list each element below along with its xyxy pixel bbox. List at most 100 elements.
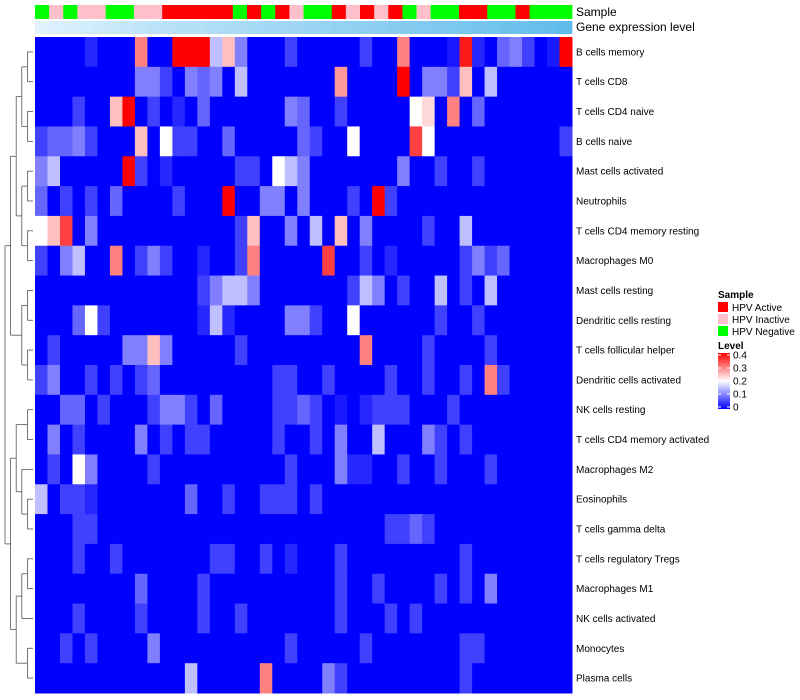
heatmap-cell xyxy=(259,335,273,366)
heatmap-cell xyxy=(297,424,311,455)
heatmap-cell xyxy=(197,186,211,217)
heatmap-cell xyxy=(384,573,398,605)
heatmap-cell xyxy=(197,365,211,396)
heatmap-cell xyxy=(97,365,111,396)
heatmap-cell xyxy=(397,365,411,396)
heatmap-cell xyxy=(47,126,61,157)
heatmap-cell xyxy=(559,245,573,277)
heatmap-cell xyxy=(222,126,236,157)
heatmap-cell xyxy=(334,603,348,634)
heatmap-cell xyxy=(347,305,361,336)
heatmap-cell xyxy=(384,186,398,217)
heatmap-cell xyxy=(309,126,323,157)
heatmap-cell xyxy=(422,394,436,426)
heatmap-cell xyxy=(509,186,523,217)
heatmap-cell xyxy=(147,96,161,127)
heatmap-cell xyxy=(322,66,336,98)
heatmap-cell xyxy=(159,335,173,366)
level-tick-label: 0 xyxy=(733,403,739,414)
heatmap-cell xyxy=(97,66,111,98)
heatmap-cell xyxy=(147,66,161,98)
row-label: B cells naive xyxy=(576,137,633,148)
heatmap-cell xyxy=(222,37,236,68)
heatmap-cell xyxy=(372,245,386,277)
heatmap-cell xyxy=(184,514,198,545)
heatmap-cell xyxy=(497,335,511,366)
heatmap-cell xyxy=(434,245,448,277)
heatmap-cell xyxy=(72,394,86,426)
sample-annotation-cell xyxy=(444,5,460,19)
heatmap-cell xyxy=(359,96,373,127)
level-legend-title: Level xyxy=(718,341,744,352)
heatmap-cell xyxy=(322,156,336,187)
heatmap-cell xyxy=(422,633,436,664)
heatmap-cell xyxy=(559,66,573,98)
heatmap-cell xyxy=(284,543,298,575)
heatmap-cell xyxy=(384,126,398,157)
heatmap-cell xyxy=(297,514,311,545)
sample-annotation-cell xyxy=(360,5,375,19)
heatmap-cell xyxy=(122,365,136,396)
heatmap-cell xyxy=(197,424,211,455)
heatmap-cell xyxy=(134,156,148,187)
heatmap-cell xyxy=(159,126,173,157)
heatmap-cell xyxy=(322,275,336,306)
heatmap-cell xyxy=(309,633,323,664)
heatmap-cell xyxy=(47,215,61,247)
heatmap-cell xyxy=(59,37,73,68)
heatmap-cell xyxy=(459,603,473,634)
heatmap-cell xyxy=(297,573,311,605)
heatmap-cell xyxy=(134,37,148,68)
heatmap-cell xyxy=(434,514,448,545)
heatmap-cell xyxy=(259,394,273,426)
heatmap-cell xyxy=(159,66,173,98)
heatmap-cell xyxy=(359,66,373,98)
heatmap-cell xyxy=(409,573,423,605)
heatmap-cell xyxy=(472,663,486,694)
heatmap-cell xyxy=(547,305,561,336)
heatmap-cell xyxy=(109,66,123,98)
heatmap-cell xyxy=(559,633,573,664)
row-label: Eosinophils xyxy=(576,495,627,506)
heatmap-cell xyxy=(447,335,461,366)
heatmap-cell xyxy=(284,96,298,127)
heatmap-cell xyxy=(234,663,248,694)
expression-annotation-cell xyxy=(487,21,502,34)
heatmap-cell xyxy=(447,365,461,396)
heatmap-cell xyxy=(147,573,161,605)
heatmap-cell xyxy=(197,335,211,366)
heatmap-cell xyxy=(309,335,323,366)
heatmap-cell xyxy=(297,37,311,68)
heatmap-cell xyxy=(134,424,148,455)
heatmap-cell xyxy=(347,603,361,634)
heatmap-cell xyxy=(434,454,448,485)
heatmap-cell xyxy=(247,37,261,68)
heatmap-cell xyxy=(97,454,111,485)
heatmap-cell xyxy=(172,543,186,575)
expression-annotation-cell xyxy=(63,21,78,34)
heatmap-cell xyxy=(259,245,273,277)
heatmap-cell xyxy=(35,543,48,575)
heatmap-cell xyxy=(534,603,548,634)
heatmap-cell xyxy=(35,573,48,605)
heatmap-cell xyxy=(59,335,73,366)
heatmap-cell xyxy=(322,514,336,545)
heatmap-cell xyxy=(222,424,236,455)
heatmap-cell xyxy=(134,96,148,127)
heatmap-cell xyxy=(472,305,486,336)
heatmap-cell xyxy=(35,186,48,217)
heatmap-cell xyxy=(359,394,373,426)
sample-annotation-cell xyxy=(190,5,205,19)
heatmap-cell xyxy=(172,514,186,545)
heatmap-cell xyxy=(84,424,98,455)
heatmap-cell xyxy=(172,215,186,247)
heatmap-cell xyxy=(122,275,136,306)
heatmap-cell xyxy=(322,663,336,694)
heatmap-cell xyxy=(97,573,111,605)
heatmap-cell xyxy=(372,66,386,98)
heatmap-cell xyxy=(547,573,561,605)
row-label: T cells CD4 memory resting xyxy=(576,226,699,237)
heatmap-cell xyxy=(409,96,423,127)
heatmap-cell xyxy=(122,126,136,157)
heatmap-cell xyxy=(309,424,323,455)
